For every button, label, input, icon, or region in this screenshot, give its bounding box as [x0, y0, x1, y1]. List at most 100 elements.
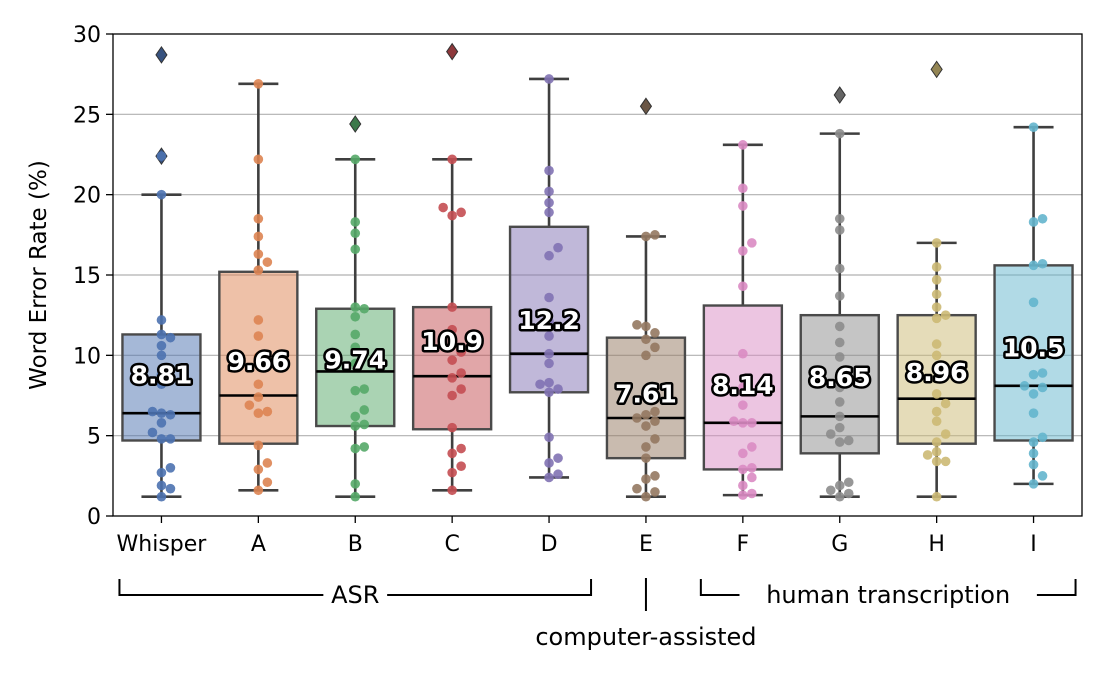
point-a-11	[253, 331, 264, 341]
point-d-8	[544, 377, 554, 388]
point-whisper-12	[156, 379, 167, 390]
point-c-4	[456, 443, 466, 454]
point-i-11	[1037, 368, 1048, 378]
point-whisper-7	[147, 427, 158, 438]
point-whisper-13	[156, 369, 167, 380]
point-b-6	[350, 411, 361, 422]
point-e-6	[641, 442, 651, 452]
point-c-12	[447, 324, 457, 335]
point-b-2	[350, 443, 361, 454]
y-tick-label-25: 25	[73, 103, 101, 128]
point-d-18	[544, 186, 554, 197]
y-tick-label-10: 10	[73, 344, 101, 369]
point-e-7	[650, 434, 660, 444]
point-a-3	[262, 458, 273, 468]
point-e-9	[650, 416, 660, 427]
point-h-16	[931, 289, 942, 300]
y-tick-label-20: 20	[73, 184, 101, 209]
point-e-15	[641, 334, 651, 345]
x-tick-label-I: I	[1030, 532, 1037, 557]
point-g-12	[834, 352, 845, 362]
point-a-10	[253, 352, 264, 362]
point-h-19	[931, 238, 942, 248]
point-h-11	[931, 350, 942, 361]
point-i-16	[1028, 217, 1039, 227]
point-g-1	[843, 488, 854, 499]
point-h-7	[931, 416, 942, 427]
mean-labels-layer: 8.81 9.66 9.74 10.9 12.2 7.61 8.14 8.65 8.96 10.5	[128, 303, 1067, 411]
point-i-3	[1028, 448, 1039, 459]
point-d-11	[544, 331, 554, 341]
point-e-3	[641, 474, 651, 484]
point-a-17	[253, 213, 264, 224]
point-h-13	[931, 313, 942, 324]
point-a-13	[253, 265, 264, 275]
point-c-17	[447, 154, 457, 165]
point-f-14	[738, 281, 748, 292]
point-c-6	[447, 390, 457, 401]
box-d	[508, 77, 590, 479]
point-g-16	[834, 263, 845, 274]
point-whisper-18	[156, 315, 167, 325]
point-i-1	[1037, 471, 1048, 481]
point-f-18	[738, 183, 748, 194]
point-d-0	[544, 472, 554, 483]
point-a-18	[253, 154, 264, 165]
mean-label-e: 7.61	[615, 380, 677, 409]
point-d-2	[544, 458, 554, 468]
point-e-19	[641, 231, 651, 242]
point-c-14	[447, 210, 457, 221]
point-whisper-16	[165, 332, 176, 343]
mean-label-c: 10.9	[421, 327, 483, 356]
point-e-12	[650, 406, 660, 417]
point-i-10	[1028, 369, 1039, 380]
point-b-7	[359, 405, 370, 415]
point-b-12	[350, 329, 361, 340]
mean-label-a: 9.66	[228, 347, 290, 376]
point-d-12	[544, 316, 554, 327]
x-tick-label-E: E	[639, 532, 653, 557]
point-i-4	[1028, 437, 1039, 447]
point-a-9	[253, 379, 264, 390]
point-g-18	[834, 213, 845, 224]
point-b-19	[350, 154, 361, 165]
x-tick-label-B: B	[348, 532, 363, 557]
point-e-2	[632, 483, 642, 494]
point-whisper-8	[156, 418, 167, 428]
point-d-15	[553, 242, 563, 253]
y-tick-label-15: 15	[73, 264, 101, 289]
point-h-3	[922, 450, 933, 460]
point-e-4	[650, 471, 660, 481]
point-f-16	[747, 238, 757, 248]
point-e-10	[632, 413, 642, 423]
point-h-15	[931, 302, 942, 312]
point-whisper-6	[165, 434, 176, 444]
point-d-16	[544, 207, 554, 218]
outlier-c-0	[446, 42, 459, 61]
point-a-8	[253, 392, 264, 402]
point-b-1	[350, 479, 361, 489]
point-f-4	[738, 464, 748, 475]
x-tick-label-D: D	[541, 532, 558, 557]
point-b-14	[359, 303, 370, 314]
point-i-14	[1028, 260, 1039, 271]
point-c-0	[447, 485, 457, 496]
point-i-17	[1037, 213, 1048, 224]
boxes-layer	[121, 42, 1074, 499]
point-c-7	[456, 384, 466, 394]
point-i-12	[1028, 342, 1039, 353]
point-a-6	[262, 406, 273, 417]
point-g-14	[834, 321, 845, 332]
point-b-18	[350, 217, 361, 227]
point-e-1	[650, 487, 660, 497]
point-f-17	[738, 201, 748, 211]
point-f-12	[738, 382, 748, 393]
point-i-18	[1028, 122, 1039, 132]
point-e-16	[650, 328, 660, 338]
point-whisper-15	[156, 340, 167, 351]
point-whisper-11	[147, 406, 158, 417]
point-whisper-0	[156, 491, 167, 502]
point-f-1	[747, 488, 757, 499]
point-c-16	[438, 202, 448, 213]
point-b-11	[350, 342, 361, 353]
